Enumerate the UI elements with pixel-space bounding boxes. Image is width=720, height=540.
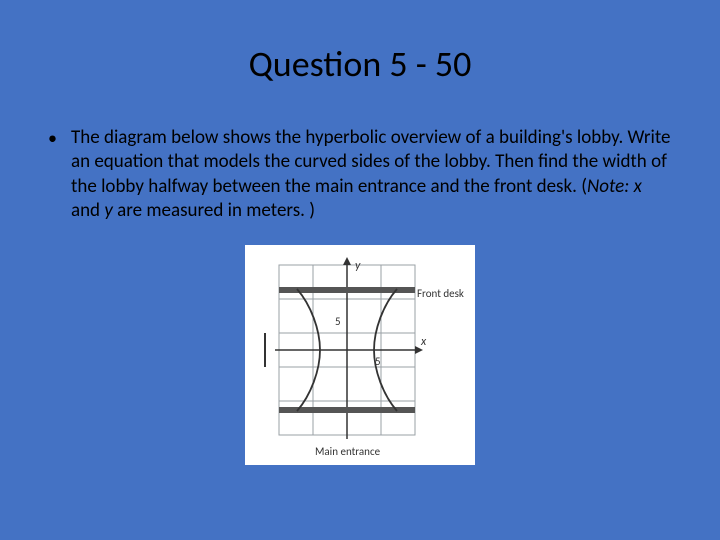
main-entrance-label: Main entrance (315, 445, 381, 458)
var-x: x (634, 175, 642, 198)
slide-title: Question 5 - 50 (0, 0, 720, 86)
diagram-container: y x 5 5 Front desk Main entrance (48, 245, 672, 465)
connector-and: and (71, 199, 104, 222)
hyperbola-diagram: y x 5 5 Front desk Main entrance (245, 245, 475, 465)
front-desk-label: Front desk (417, 287, 464, 300)
var-y: y (104, 199, 113, 222)
slide: Question 5 - 50 • The diagram below show… (0, 0, 720, 540)
diagram-svg: y x 5 5 Front desk Main entrance (245, 245, 475, 465)
bullet-item: • The diagram below shows the hyperbolic… (48, 126, 672, 223)
y-tick-5: 5 (335, 315, 341, 328)
bullet-text-main: The diagram below shows the hyperbolic o… (71, 126, 671, 198)
slide-body: • The diagram below shows the hyperbolic… (0, 86, 720, 465)
bullet-icon: • (48, 127, 57, 150)
bullet-close: are measured in meters. ) (113, 199, 315, 222)
x-axis-label: x (420, 335, 427, 349)
y-axis-label: y (355, 259, 361, 273)
note-label: Note: (587, 175, 629, 198)
bullet-text: The diagram below shows the hyperbolic o… (71, 126, 672, 223)
